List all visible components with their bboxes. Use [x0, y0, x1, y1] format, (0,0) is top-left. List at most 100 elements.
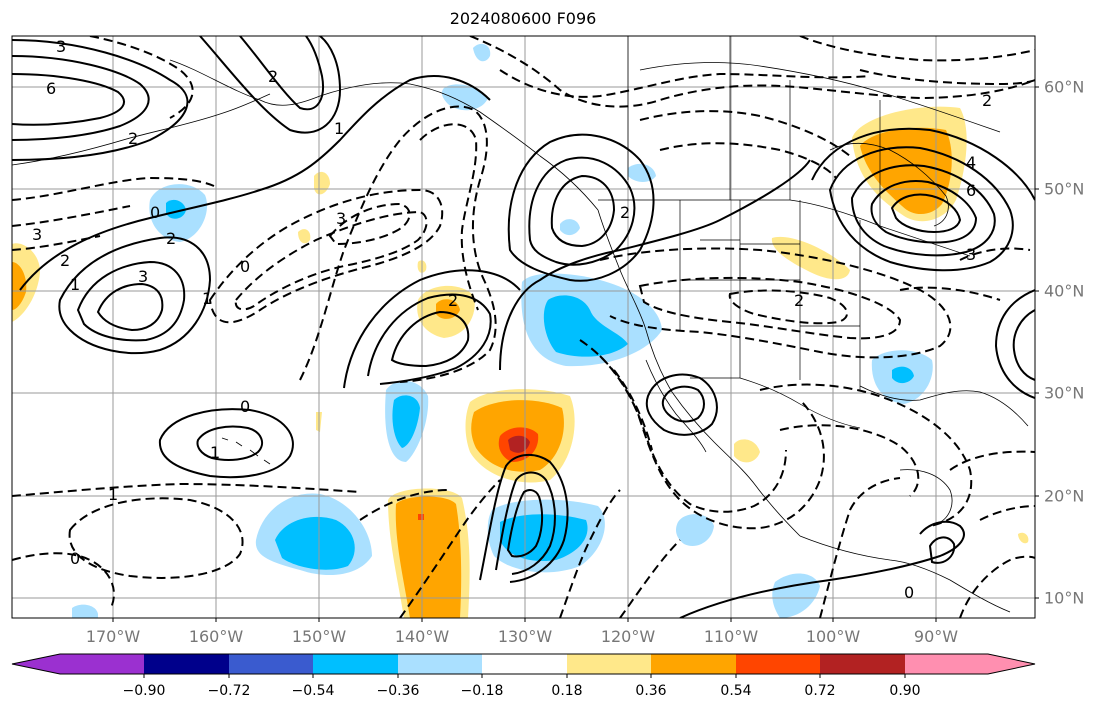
mexico-coast — [799, 535, 1011, 613]
contour-label: 0 — [150, 203, 160, 222]
contour-solid — [96, 282, 164, 332]
contour-solid — [196, 425, 264, 461]
contour-dashed — [12, 482, 361, 497]
shaded-anomalies — [12, 43, 1029, 618]
contour-label: 2 — [620, 203, 630, 222]
contour-dashed — [12, 235, 101, 251]
fill-blue-light — [473, 43, 491, 62]
fill-blue — [392, 395, 420, 448]
colorbar-tick-label: −0.72 — [207, 683, 251, 699]
contour-solid — [12, 55, 150, 141]
solid-contours — [12, 36, 1035, 618]
contour-label: 0 — [240, 257, 250, 276]
contour-solid — [828, 146, 1014, 272]
contour-dashed — [359, 489, 451, 521]
hawaii-islands — [221, 437, 271, 465]
colorbar-ticks — [143, 674, 906, 678]
colorbar-segment — [651, 654, 736, 674]
contour-label: 2 — [268, 67, 278, 86]
lon-label: 90°W — [913, 627, 959, 646]
contour-dashed — [89, 36, 194, 119]
contour-label: 3 — [56, 37, 66, 56]
contour-solid — [239, 36, 324, 111]
contour-solid — [12, 39, 189, 161]
contour-label: 4 — [966, 153, 976, 172]
colorbar-segment — [567, 654, 651, 674]
contour-solid — [479, 454, 569, 583]
contour-dashed — [949, 450, 1035, 471]
coastlines — [12, 59, 1029, 613]
contour-dashed — [12, 176, 215, 201]
contour-label: 1 — [70, 275, 80, 294]
contour-solid — [850, 164, 996, 257]
contour-label: 2 — [166, 229, 176, 248]
colorbar-segment — [313, 654, 398, 674]
contour-dashed — [613, 369, 653, 451]
colorbar-segment — [820, 654, 905, 674]
lon-label: 140°W — [394, 627, 450, 646]
contour-dashed — [639, 110, 851, 157]
contour-solid — [58, 236, 212, 355]
contour-label: 3 — [336, 209, 346, 228]
contour-dashed — [779, 424, 920, 497]
colorbar-tick-label: −0.36 — [376, 683, 420, 699]
contour-label: 0 — [904, 583, 914, 602]
contour-solid — [158, 408, 294, 479]
contour-label: 1 — [202, 289, 212, 308]
contour-label: 2 — [128, 129, 138, 148]
colorbar-outline — [11, 653, 1036, 675]
contour-dashed — [599, 247, 952, 359]
contour-dashed — [659, 142, 837, 179]
contour-label-layer: 3 6 2 1 0 2 3 1 2 3 2 4 6 3 2 0 1 0 2 2 … — [32, 37, 992, 602]
hudson-bay — [829, 142, 949, 227]
lat-label: 20°N — [1044, 486, 1085, 506]
contour-label: 1 — [334, 119, 344, 138]
contour-label: 1 — [108, 485, 118, 504]
contour-solid — [199, 36, 342, 134]
baja-california — [645, 359, 707, 453]
lon-label: 120°W — [600, 627, 656, 646]
contour-dashed — [399, 479, 501, 618]
colorbar-tick-label: 0.72 — [804, 683, 836, 699]
dashed-contours — [12, 36, 1035, 618]
lat-label: 30°N — [1044, 383, 1085, 403]
contour-label: 1 — [210, 443, 220, 462]
colorbar-tick-label: 0.18 — [551, 683, 583, 699]
colorbar-segment — [144, 654, 229, 674]
contour-dashed — [499, 69, 871, 98]
contour-solid — [550, 174, 616, 248]
contour-solid — [76, 260, 186, 342]
contour-dashed — [638, 276, 902, 340]
contour-solid — [645, 373, 718, 436]
fill-blue-light — [441, 84, 488, 111]
aleutian-islands — [12, 93, 271, 166]
lat-label: 50°N — [1044, 179, 1085, 199]
contour-label: 2 — [982, 91, 992, 110]
fill-blue — [275, 516, 355, 570]
fill-blue-light — [676, 514, 714, 546]
colorbar-tick-label: 0.36 — [635, 683, 667, 699]
fill-red — [418, 514, 424, 520]
contour-dashed — [12, 205, 131, 227]
contour-solid — [507, 133, 655, 282]
colorbar-segment — [482, 654, 567, 674]
contour-solid — [367, 293, 492, 385]
lat-label: 10°N — [1044, 588, 1085, 608]
west-coast — [597, 209, 801, 537]
contour-dashed — [959, 247, 1031, 261]
lon-label: 130°W — [497, 627, 553, 646]
contour-label: 0 — [240, 397, 250, 416]
contour-label: 2 — [448, 291, 458, 310]
colorbar-under-arrow — [12, 654, 144, 674]
contour-dashed — [859, 69, 1035, 86]
contour-label: 0 — [70, 549, 80, 568]
lon-label: 160°W — [188, 627, 244, 646]
contour-dashed — [234, 210, 428, 311]
contour-solid — [19, 75, 491, 291]
colorbar-tick-label: 0.90 — [889, 683, 921, 699]
colorbar-tick-label: −0.90 — [122, 683, 166, 699]
contour-solid — [1012, 309, 1035, 381]
contour-dashed — [728, 289, 848, 325]
fill-blue — [892, 366, 914, 384]
colorbar-segment — [398, 654, 482, 674]
